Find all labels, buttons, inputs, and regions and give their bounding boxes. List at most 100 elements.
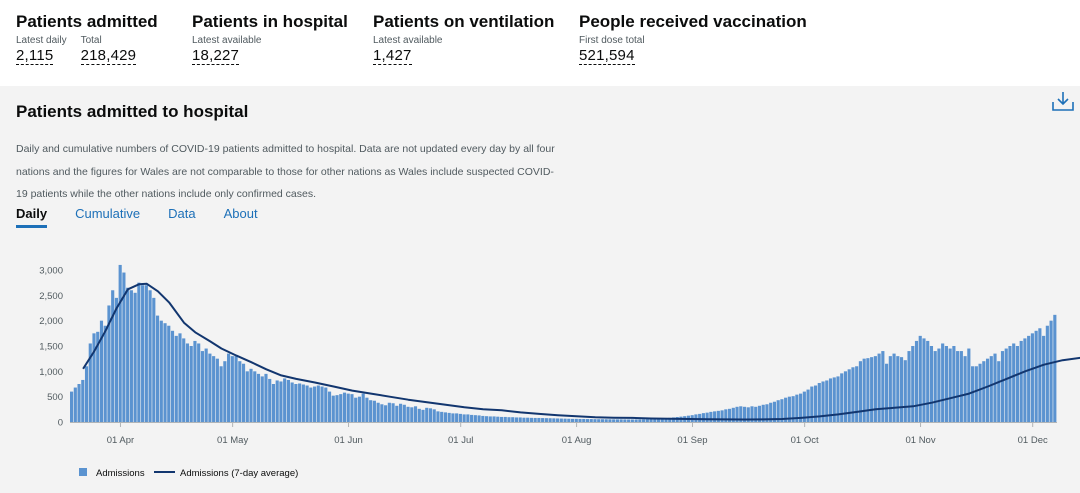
bar (111, 290, 115, 422)
bar (989, 356, 993, 422)
bar (1012, 343, 1016, 422)
bar (604, 419, 608, 422)
bar (432, 409, 436, 422)
bar (391, 403, 395, 422)
bar (840, 373, 844, 422)
bar (541, 418, 545, 422)
bar (600, 419, 605, 422)
bar (271, 384, 276, 422)
bar (582, 418, 586, 422)
tab-cumulative[interactable]: Cumulative (75, 206, 141, 221)
bar (813, 385, 818, 422)
metric-value[interactable]: 1,427 (373, 47, 412, 65)
bar (357, 396, 362, 422)
bar (313, 386, 317, 422)
bar (380, 404, 384, 422)
x-tick-label: 01 Apr (107, 435, 134, 446)
bar (556, 418, 560, 422)
bar (234, 356, 238, 422)
bar (253, 371, 257, 422)
bar (279, 381, 283, 422)
metric-patients-in-hospital: Patients in hospital Latest available 18… (192, 12, 348, 65)
bar (189, 346, 193, 422)
download-button[interactable] (1051, 90, 1075, 112)
bar (971, 366, 975, 422)
bar (290, 382, 294, 422)
bar (627, 419, 631, 422)
bar (376, 402, 380, 422)
bar (245, 371, 249, 422)
metric-value[interactable]: 521,594 (579, 47, 635, 65)
bar (443, 412, 448, 422)
metric-latest-daily: Latest daily 2,115 (16, 35, 67, 65)
bar (1019, 340, 1023, 422)
bar (885, 363, 889, 422)
bar (227, 353, 231, 422)
bar (608, 419, 612, 422)
bar (828, 378, 833, 422)
metric-value[interactable]: 18,227 (192, 47, 240, 65)
bar (335, 395, 339, 422)
y-tick-label: 2,500 (39, 291, 63, 302)
x-tick-label: 01 Dec (1018, 435, 1048, 446)
bar (1027, 335, 1031, 422)
bar (387, 402, 391, 422)
bar (941, 343, 945, 422)
bar (529, 417, 533, 422)
bar (369, 400, 373, 422)
bar (1042, 335, 1046, 422)
tab-data[interactable]: Data (168, 206, 196, 221)
bar (660, 418, 664, 422)
bar (701, 413, 705, 422)
bar (619, 419, 623, 422)
bar (933, 351, 937, 422)
chart-tabs: Daily Cumulative Data About (16, 206, 286, 228)
tab-about[interactable]: About (223, 206, 258, 221)
bar (256, 373, 261, 422)
bar (784, 397, 788, 422)
bar (260, 376, 264, 422)
bar (230, 356, 234, 422)
bar (372, 400, 376, 422)
bar (219, 366, 223, 422)
bar (926, 340, 930, 422)
bar (81, 379, 85, 422)
bar (956, 351, 960, 422)
bar (182, 338, 186, 422)
bar (268, 378, 272, 422)
bar (855, 366, 859, 422)
bar (96, 331, 100, 422)
tab-daily[interactable]: Daily (16, 206, 48, 228)
y-tick-label: 3,000 (39, 266, 63, 277)
bar (1030, 333, 1034, 422)
bar (851, 367, 855, 422)
y-tick-label: 0 (58, 418, 63, 429)
bar (948, 348, 952, 422)
bar (417, 408, 421, 422)
bar (283, 378, 287, 422)
bar (275, 380, 279, 422)
bar (331, 395, 335, 422)
bar (402, 404, 406, 422)
bar (780, 399, 784, 422)
bar (922, 338, 926, 422)
bar (526, 417, 530, 422)
bar (720, 410, 724, 422)
bar (193, 340, 197, 422)
metric-value[interactable]: 218,429 (80, 47, 137, 65)
metric-title: Patients admitted (16, 12, 158, 31)
bar (873, 356, 877, 422)
bar (914, 340, 919, 422)
bar (496, 416, 500, 422)
bar (395, 405, 399, 422)
bar (563, 418, 567, 422)
metric-value[interactable]: 2,115 (16, 47, 54, 65)
bar (440, 411, 444, 422)
bar (421, 409, 425, 422)
bar (649, 419, 653, 422)
metric-label: Latest available (373, 35, 443, 46)
bar (746, 407, 750, 422)
bar (578, 418, 582, 422)
bar (384, 405, 388, 422)
bar (223, 361, 227, 422)
